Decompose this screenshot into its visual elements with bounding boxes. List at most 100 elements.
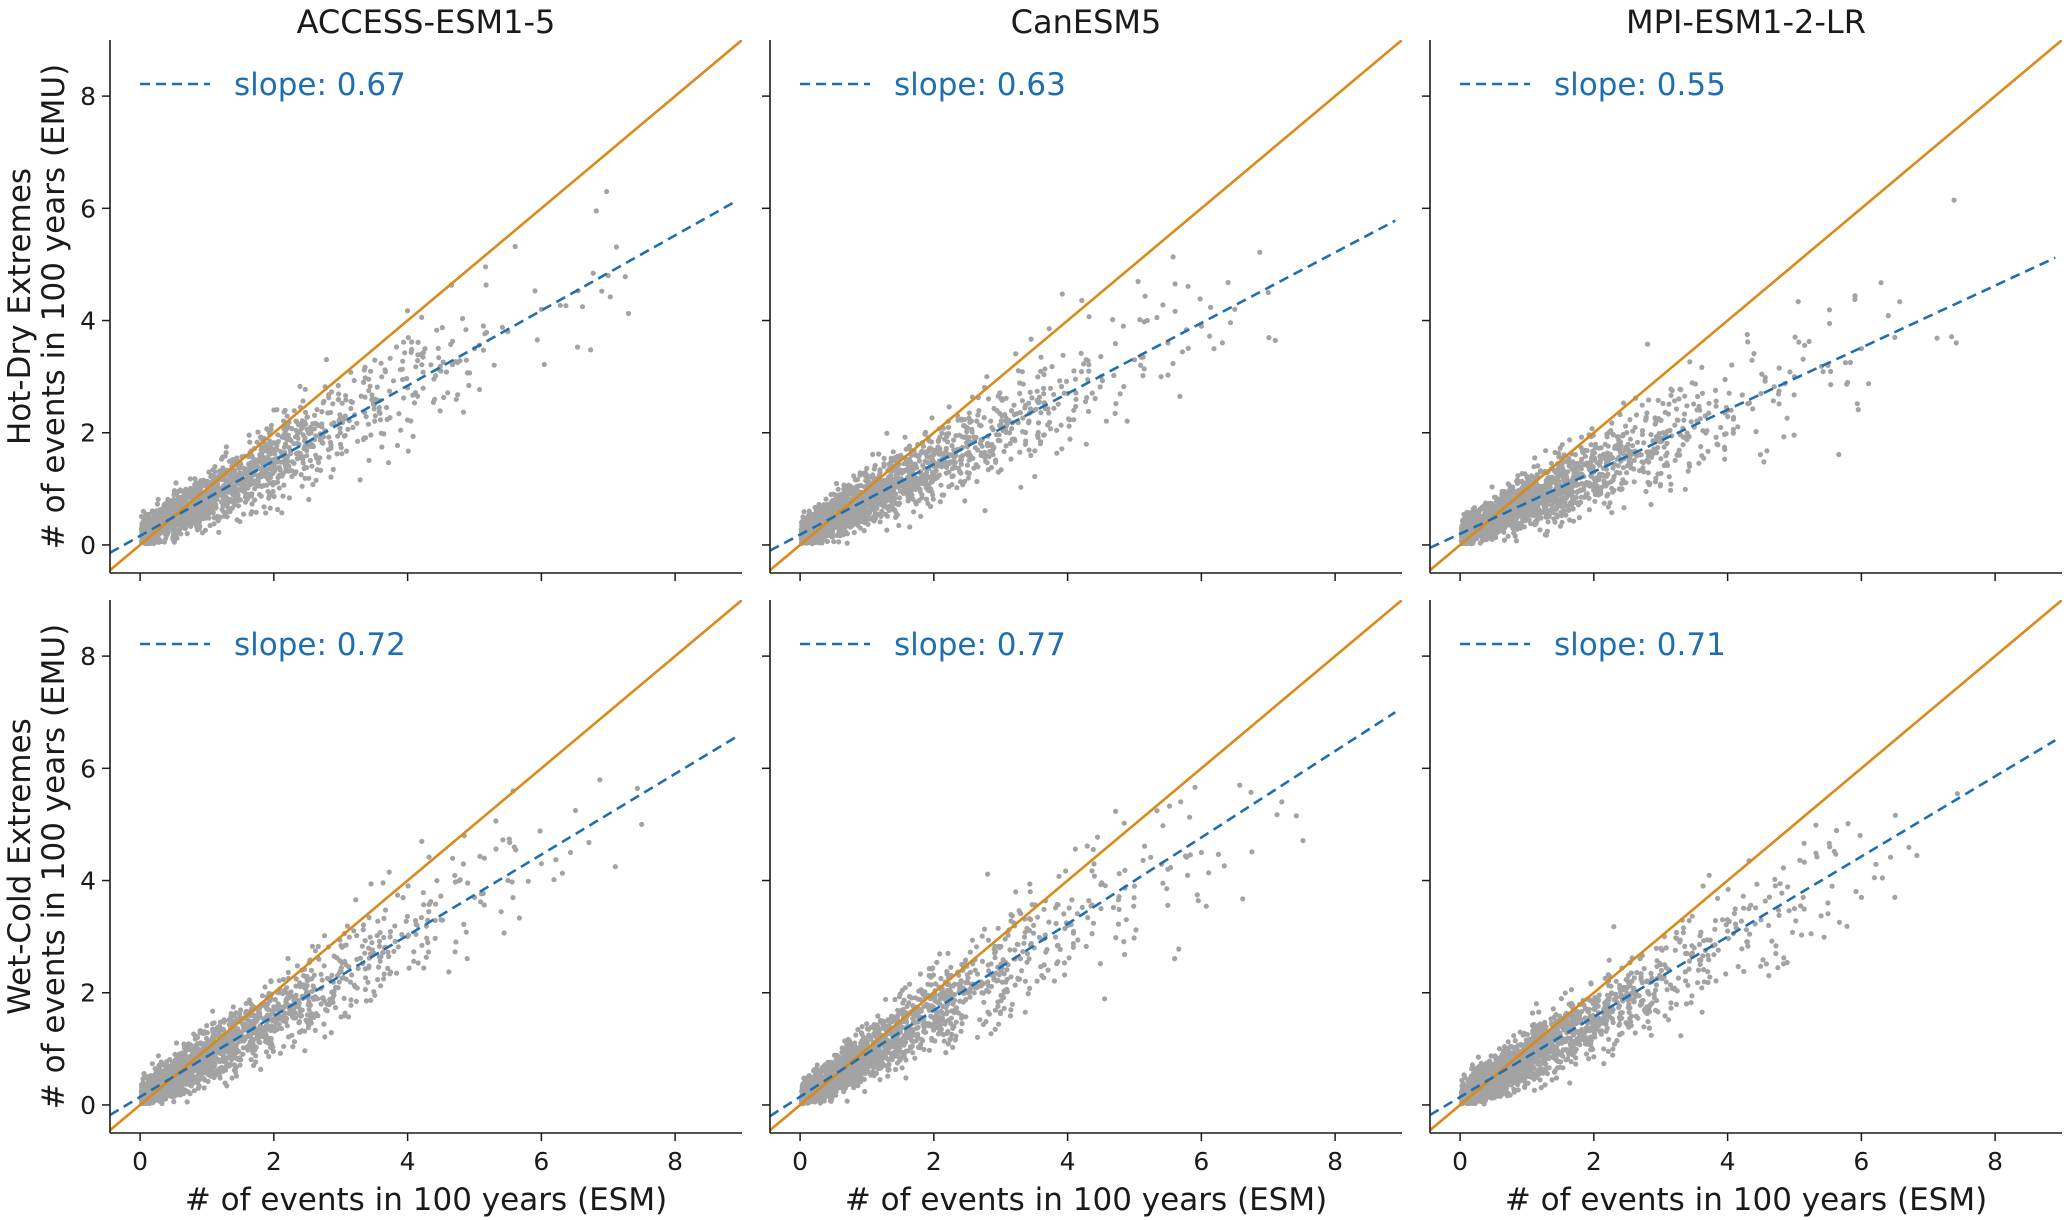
scatter-point <box>227 506 233 512</box>
scatter-point <box>1051 405 1057 411</box>
scatter-point <box>1011 436 1018 442</box>
scatter-point <box>301 445 307 452</box>
scatter-point <box>1609 420 1615 426</box>
scatter-point <box>293 450 299 457</box>
scatter-point <box>252 486 258 492</box>
scatter-point <box>433 373 439 379</box>
scatter-point <box>881 461 887 467</box>
scatter-point <box>951 437 957 443</box>
scatter-point <box>1618 443 1624 449</box>
scatter-point <box>974 478 980 485</box>
scatter-point <box>907 524 913 530</box>
scatter-point <box>1041 372 1047 378</box>
scatter-point <box>1017 390 1023 396</box>
scatter-point <box>865 521 871 527</box>
scatter-point <box>312 420 318 426</box>
scatter-point <box>441 394 447 401</box>
scatter-point <box>987 448 993 454</box>
scatter-point <box>385 460 392 466</box>
row-ylabel: Hot-Dry Extremes <box>2 168 38 445</box>
scatter-point <box>348 398 354 405</box>
scatter-point <box>881 455 887 461</box>
scatter-point <box>1035 429 1041 436</box>
scatter-point <box>215 518 221 524</box>
scatter-point <box>1713 398 1719 404</box>
scatter-point <box>207 522 213 529</box>
scatter-point <box>931 450 938 456</box>
scatter-point <box>1035 374 1041 380</box>
scatter-point <box>964 470 970 476</box>
scatter-point <box>1607 500 1613 506</box>
scatter-point <box>829 497 836 504</box>
scatter-point <box>379 374 385 380</box>
scatter-point <box>1784 415 1790 421</box>
scatter-point <box>171 492 177 498</box>
scatter-point <box>923 496 930 502</box>
scatter-point <box>368 368 374 374</box>
scatter-point <box>1032 473 1038 480</box>
scatter-point <box>861 528 867 534</box>
scatter-point <box>297 383 303 389</box>
scatter-point <box>337 414 343 420</box>
scatter-point <box>180 489 186 495</box>
scatter-point <box>926 454 932 460</box>
scatter-point <box>1604 452 1610 458</box>
scatter-point <box>1078 350 1084 356</box>
scatter-point <box>1696 460 1702 466</box>
scatter-point <box>338 445 344 451</box>
scatter-point <box>1757 452 1763 458</box>
scatter-point <box>241 479 247 485</box>
scatter-point <box>1019 369 1025 375</box>
scatter-point <box>466 382 472 389</box>
scatter-point <box>261 504 267 510</box>
scatter-point <box>300 432 306 438</box>
scatter-point <box>1545 475 1551 481</box>
scatter-point <box>859 518 865 525</box>
scatter-point <box>190 515 196 522</box>
scatter-point <box>265 454 271 460</box>
scatter-point <box>422 346 428 352</box>
scatter-point <box>368 432 374 438</box>
scatter-point <box>890 494 896 500</box>
column-title: MPI-ESM1-2-LR <box>1626 3 1866 41</box>
scatter-point <box>900 468 906 474</box>
scatter-point <box>177 523 183 529</box>
scatter-point <box>1643 416 1649 422</box>
scatter-point <box>512 243 518 250</box>
scatter-point <box>1013 351 1019 357</box>
scatter-point <box>277 467 283 473</box>
scatter-point <box>382 367 388 373</box>
scatter-point <box>1045 406 1051 412</box>
scatter-point <box>251 458 257 464</box>
scatter-point <box>293 469 299 475</box>
scatter-point <box>945 424 952 430</box>
scatter-point <box>864 494 870 500</box>
scatter-point <box>315 459 322 466</box>
scatter-point <box>984 460 990 466</box>
scatter-point <box>306 496 312 503</box>
scatter-point <box>879 508 885 514</box>
scatter-point <box>823 496 829 502</box>
scatter-point <box>379 444 385 450</box>
scatter-point <box>161 539 168 545</box>
scatter-point <box>1009 426 1015 432</box>
scatter-point <box>1058 422 1064 428</box>
scatter-point <box>291 408 297 414</box>
scatter-point <box>1172 281 1178 287</box>
scatter-point <box>1609 509 1615 516</box>
scatter-point <box>922 429 929 435</box>
scatter-point <box>930 496 936 502</box>
scatter-point <box>289 459 295 465</box>
plot-area <box>770 40 1402 572</box>
scatter-point <box>1154 314 1160 321</box>
scatter-point <box>160 506 166 512</box>
scatter-point <box>411 400 418 406</box>
scatter-point <box>404 376 410 382</box>
scatter-point <box>863 478 869 484</box>
scatter-point <box>319 424 325 430</box>
scatter-point <box>166 508 173 514</box>
scatter-point <box>938 482 944 488</box>
scatter-point <box>1618 450 1624 456</box>
scatter-point <box>899 488 905 494</box>
scatter-point <box>1723 431 1729 437</box>
